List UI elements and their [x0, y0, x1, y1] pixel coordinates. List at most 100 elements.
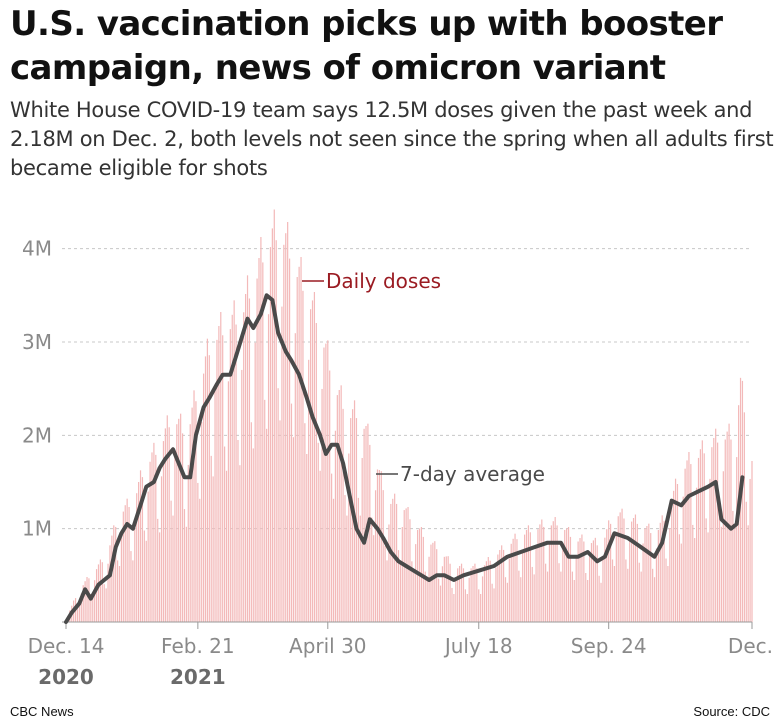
daily-dose-bar: [749, 478, 751, 622]
daily-dose-bar: [703, 453, 705, 622]
daily-dose-bar: [483, 565, 486, 622]
daily-dose-bar: [680, 543, 682, 622]
daily-dose-bar: [512, 538, 514, 622]
daily-dose-bar: [99, 559, 102, 622]
daily-dose-bar: [300, 257, 302, 622]
daily-dose-bar: [535, 546, 537, 622]
daily-dose-bar: [751, 461, 753, 622]
daily-dose-bar: [648, 523, 650, 622]
daily-dose-bar: [655, 548, 658, 622]
daily-dose-bar: [302, 290, 304, 622]
daily-dose-bar: [82, 585, 84, 622]
daily-dose-bar: [395, 503, 398, 622]
daily-dose-bar: [266, 428, 268, 622]
daily-dose-bar: [504, 577, 507, 622]
daily-dose-bar: [292, 437, 294, 622]
daily-dose-bar: [715, 428, 717, 622]
daily-dose-bar: [269, 247, 272, 622]
daily-dose-bar: [588, 556, 591, 622]
daily-dose-bar: [97, 564, 100, 622]
daily-dose-bar: [216, 339, 218, 622]
daily-dose-bar: [311, 300, 314, 622]
daily-dose-bar: [229, 329, 231, 622]
daily-dose-bar: [164, 428, 166, 622]
daily-dose-bar: [223, 446, 226, 622]
daily-dose-bar: [338, 390, 340, 622]
daily-dose-bar: [497, 554, 499, 622]
daily-dose-bar: [499, 550, 501, 622]
page-title: U.S. vaccination picks up with booster c…: [10, 4, 723, 88]
daily-dose-bar: [287, 222, 289, 622]
daily-dose-bar: [359, 515, 361, 622]
daily-dose-bar: [271, 228, 273, 622]
daily-dose-bar: [692, 524, 694, 622]
daily-dose-bar: [153, 442, 155, 622]
page-subtitle: White House COVID-19 team says 12.5M dos…: [10, 98, 774, 180]
daily-dose-bar: [474, 563, 476, 622]
daily-dose-bar: [237, 440, 239, 622]
daily-dose-bar: [661, 515, 663, 622]
daily-dose-bar: [181, 433, 184, 622]
daily-dose-bar: [157, 518, 159, 622]
daily-dose-bar: [560, 571, 562, 622]
daily-dose-bar: [290, 403, 293, 622]
daily-dose-bar: [233, 300, 235, 622]
daily-dose-bar: [373, 535, 375, 622]
daily-dose-bar: [296, 277, 298, 622]
daily-dose-bar: [579, 538, 581, 622]
daily-dose-bar: [279, 420, 281, 622]
daily-dose-bar: [663, 520, 665, 622]
daily-dose-bar: [382, 490, 384, 622]
daily-dose-bar: [592, 540, 595, 622]
daily-dose-bar: [138, 482, 140, 622]
daily-dose-bar: [428, 556, 430, 622]
daily-dose-bar: [109, 545, 111, 622]
daily-dose-bar: [143, 530, 145, 622]
daily-dose-bar: [411, 561, 413, 622]
daily-dose-bar: [262, 262, 264, 622]
daily-dose-bar: [342, 408, 344, 622]
daily-dose-bar: [629, 538, 631, 622]
daily-dose-bar: [285, 233, 287, 622]
daily-dose-bar: [432, 542, 434, 622]
daily-dose-bar: [478, 589, 480, 622]
daily-dose-bar: [187, 464, 189, 622]
daily-dose-bar: [642, 543, 644, 622]
daily-dose-bar: [443, 556, 445, 622]
daily-dose-bar: [617, 516, 619, 622]
daily-dose-bar: [254, 342, 256, 622]
daily-dose-bar: [501, 545, 503, 622]
daily-dose-bar: [460, 563, 463, 622]
daily-dose-bar: [258, 258, 260, 622]
daily-dose-bar: [439, 585, 442, 622]
daily-dose-bar: [178, 418, 180, 622]
daily-dose-bar: [288, 258, 291, 622]
daily-dose-bar: [185, 526, 187, 622]
daily-dose-bar: [160, 476, 163, 622]
daily-dose-bar: [172, 515, 174, 622]
daily-dose-bar: [609, 523, 612, 622]
x-tick-label: Sep. 24: [571, 634, 647, 658]
daily-dose-bar: [646, 526, 648, 622]
daily-dose-bar: [344, 495, 346, 622]
daily-dose-bar: [548, 542, 551, 622]
daily-dose-bar: [543, 526, 545, 622]
daily-dose-bar: [334, 430, 337, 622]
daily-dose-bar: [84, 581, 86, 622]
daily-dose-bar: [695, 487, 698, 622]
x-tick-label: April 30: [289, 634, 367, 658]
credit: CBC News: [10, 704, 74, 719]
daily-dose-bar: [124, 505, 126, 622]
daily-dose-bar: [136, 493, 138, 622]
daily-dose-bar: [399, 560, 402, 622]
daily-doses-annotation: Daily doses: [326, 269, 441, 293]
daily-dose-bar: [170, 500, 172, 622]
daily-dose-bar: [101, 562, 103, 622]
daily-dose-bar: [277, 388, 279, 622]
daily-dose-bar: [376, 469, 379, 622]
daily-dose-bar: [206, 338, 209, 622]
daily-dose-bar: [231, 314, 233, 622]
daily-dose-bar: [191, 407, 193, 622]
daily-dose-bar: [176, 424, 178, 622]
daily-dose-bar: [583, 541, 585, 622]
